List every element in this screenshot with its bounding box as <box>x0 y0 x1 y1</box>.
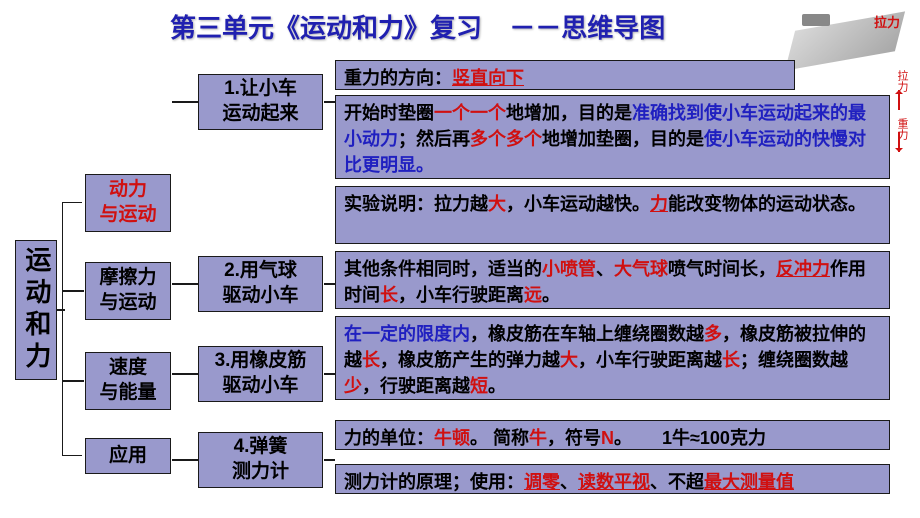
mid-line-3 <box>172 373 198 375</box>
cat-friction: 摩擦力与运动 <box>85 262 171 320</box>
title-main: 第三单元《运动和力》复习 <box>170 13 482 43</box>
content-scale-principle: 测力计的原理；使用：调零、读数平视、不超最大测量值 <box>335 464 890 494</box>
content-line-2 <box>324 283 335 285</box>
content-balloon: 其他条件相同时，适当的小喷管、大气球喷气时间长，反冲力作用时间长，小车行驶距离远… <box>335 251 890 309</box>
arrow-up-icon <box>898 90 900 110</box>
ramp-car <box>802 14 830 26</box>
root-connector <box>62 202 82 456</box>
content-gravity-direction: 重力的方向：竖直向下 <box>335 60 795 90</box>
root-node: 运动和力 <box>15 240 57 380</box>
force-arrows: 拉力 重力 <box>894 70 912 165</box>
root-line <box>57 309 65 311</box>
content-rubber-band: 在一定的限度内，橡皮筋在车轴上缠绕圈数越多，橡皮筋被拉伸的越长，橡皮筋产生的弹力… <box>335 316 890 400</box>
mid-rubber-band: 3.用橡皮筋驱动小车 <box>198 346 323 402</box>
gravity-label: 重力 <box>894 118 910 140</box>
mid-line-4 <box>172 459 198 461</box>
content-line-3 <box>324 373 335 375</box>
ramp-force-label: 拉力 <box>874 12 900 31</box>
page-title: 第三单元《运动和力》复习 －－思维导图 <box>170 8 665 45</box>
mid-spring-scale: 4.弹簧测力计 <box>198 432 323 488</box>
cat-line-2 <box>62 290 84 292</box>
mid-line-2 <box>172 283 198 285</box>
cat-application: 应用 <box>85 438 171 474</box>
content-washer-method: 开始时垫圈一个一个地增加，目的是准确找到使小车运动起来的最小动力；然后再多个多个… <box>335 95 890 179</box>
content-force-unit: 力的单位：牛顿。 简称牛，符号N。 1牛≈100克力 <box>335 420 890 450</box>
content-pull-force: 实验说明：拉力越大，小车运动越快。力能改变物体的运动状态。 <box>335 186 890 244</box>
mid-line-1 <box>172 101 198 103</box>
title-sub: －－思维导图 <box>509 13 665 43</box>
content-line-4 <box>324 459 335 461</box>
mid-balloon: 2.用气球驱动小车 <box>198 256 323 312</box>
content-line-1 <box>324 101 335 103</box>
cat-dynamics: 动力与运动 <box>85 174 171 232</box>
arrow-down-icon <box>898 132 900 152</box>
cat-speed-energy: 速度与能量 <box>85 352 171 410</box>
mid-start-car: 1.让小车运动起来 <box>198 74 323 130</box>
ramp-illustration: 拉力 <box>790 10 905 60</box>
cat-line-3 <box>62 380 84 382</box>
